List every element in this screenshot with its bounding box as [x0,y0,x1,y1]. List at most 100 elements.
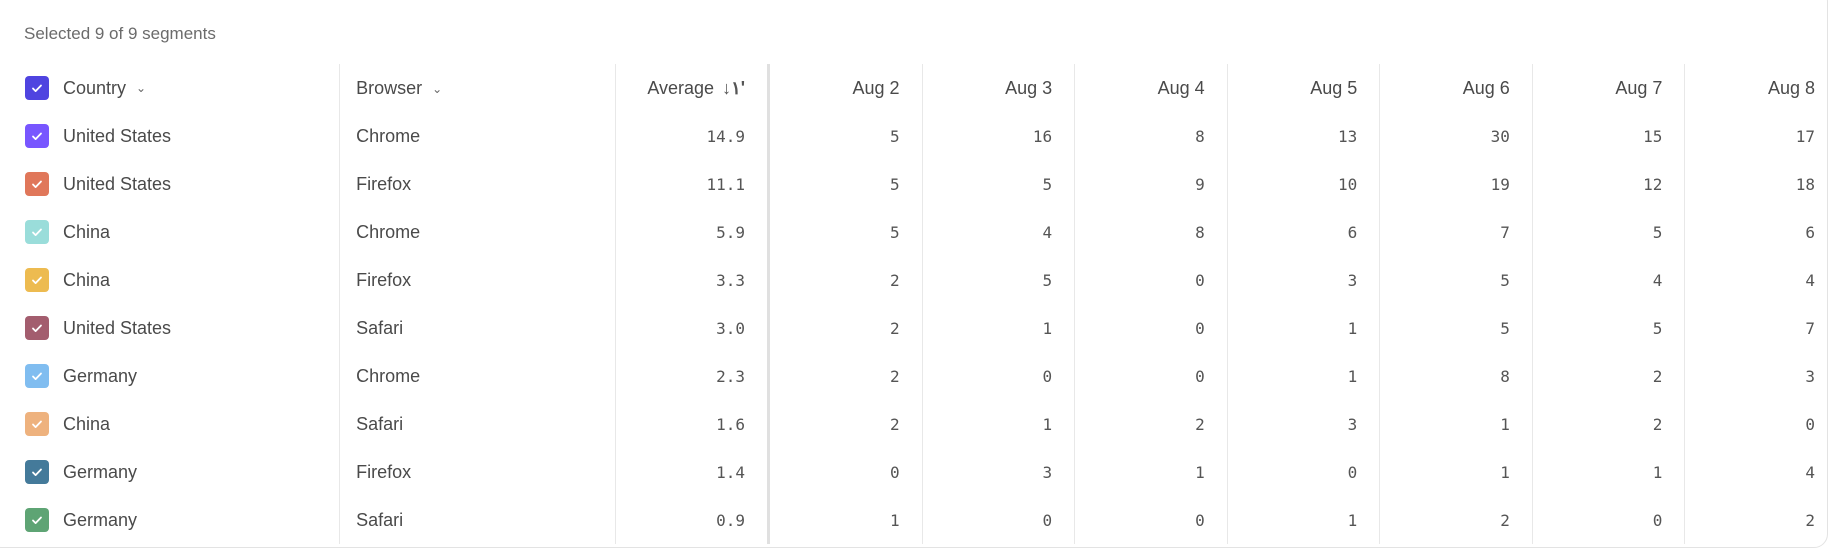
segment-checkbox[interactable] [25,508,49,532]
date-value-cell: 0 [1226,448,1380,496]
average-cell: 3.0 [615,304,771,352]
column-header-date[interactable]: Aug 8 [1684,64,1837,112]
date-header-label: Aug 3 [1005,77,1053,98]
date-value-cell: 4 [1684,448,1837,496]
check-icon [32,132,42,140]
country-cell: Germany [0,496,340,544]
date-value-cell: 5 [768,160,923,208]
date-value: 1 [1500,414,1510,434]
column-header-date[interactable]: Aug 5 [1226,64,1380,112]
date-value: 5 [889,174,900,194]
browser-label: Safari [356,317,404,338]
chevron-down-icon[interactable]: ⌄ [432,81,443,96]
date-value-cell: 3 [1684,352,1837,400]
segment-checkbox[interactable] [25,412,49,436]
country-label: China [63,413,111,434]
date-value-cell: 1 [921,400,1075,448]
date-value-cell: 7 [1684,304,1837,352]
date-value: 9 [1195,174,1205,194]
segment-checkbox[interactable] [25,220,49,244]
column-header-country[interactable]: Country ⌄ [0,64,340,112]
average-cell: 1.6 [615,400,771,448]
browser-label: Chrome [356,365,421,386]
column-header-average[interactable]: Average ↓١' [615,64,771,112]
average-value: 3.0 [716,318,746,338]
date-value-cell: 15 [1531,112,1685,160]
date-value: 5 [1042,174,1053,194]
column-header-date[interactable]: Aug 6 [1379,64,1533,112]
check-icon [32,468,42,476]
segment-checkbox[interactable] [25,364,49,388]
column-header-date[interactable]: Aug 7 [1531,64,1685,112]
column-header-date[interactable]: Aug 4 [1074,64,1228,112]
date-value-cell: 6 [1684,208,1837,256]
date-value-cell: 1 [1379,400,1533,448]
browser-label: Chrome [356,125,421,146]
browser-cell: Safari [339,496,616,544]
check-icon [32,276,42,284]
browser-header-label: Browser [356,77,423,98]
date-value: 5 [889,222,900,242]
segment-checkbox[interactable] [25,172,49,196]
date-value: 0 [889,462,900,482]
country-label: China [63,269,111,290]
table-row: Germany Chrome 2.3 2 0 0 1 8 2 3 [0,352,1837,400]
date-value: 7 [1805,318,1815,338]
average-value: 1.4 [716,462,746,482]
date-value-cell: 8 [1074,208,1228,256]
date-value-cell: 0 [921,352,1075,400]
date-value-cell: 5 [1531,208,1685,256]
date-value-cell: 2 [768,400,923,448]
date-value: 4 [1652,270,1663,290]
sort-descending-icon[interactable]: ↓١' [722,77,746,98]
date-value-cell: 1 [1226,304,1380,352]
column-header-date[interactable]: Aug 3 [921,64,1075,112]
check-icon [32,324,42,332]
date-value-cell: 0 [1531,496,1685,544]
date-value-cell: 3 [1226,256,1380,304]
date-value-cell: 0 [1074,304,1228,352]
table-row: China Safari 1.6 2 1 2 3 1 2 0 [0,400,1837,448]
date-value-cell: 1 [921,304,1075,352]
browser-cell: Chrome [339,208,616,256]
check-icon [32,84,42,92]
country-label: Germany [63,365,138,386]
country-cell: Germany [0,448,340,496]
date-header-label: Aug 2 [852,77,900,98]
date-value-cell: 30 [1379,112,1533,160]
date-value: 1 [1347,366,1358,386]
segment-checkbox[interactable] [25,316,49,340]
browser-cell: Chrome [339,112,616,160]
select-all-checkbox[interactable] [25,76,49,100]
date-value-cell: 18 [1684,160,1837,208]
date-value-cell: 5 [1531,304,1685,352]
date-value: 7 [1500,222,1510,242]
date-value: 4 [1805,270,1815,290]
date-value-cell: 2 [1379,496,1533,544]
date-value: 0 [1195,366,1205,386]
segment-checkbox[interactable] [25,460,49,484]
column-header-browser[interactable]: Browser ⌄ [339,64,616,112]
date-value-cell: 0 [921,496,1075,544]
check-icon [32,228,42,236]
country-cell: United States [0,304,340,352]
segment-checkbox[interactable] [25,124,49,148]
date-value: 5 [1652,318,1663,338]
date-value: 17 [1795,126,1815,146]
date-value-cell: 5 [768,112,923,160]
date-value: 0 [1195,270,1205,290]
segment-checkbox[interactable] [25,268,49,292]
browser-label: Safari [356,509,404,530]
date-value: 2 [1500,510,1510,530]
chevron-down-icon[interactable]: ⌄ [136,81,147,95]
column-header-date[interactable]: Aug 2 [768,64,923,112]
table-row: United States Chrome 14.9 5 16 8 13 30 15 17 [0,112,1837,160]
date-value-cell: 0 [768,448,923,496]
check-icon [32,180,42,188]
date-header-label: Aug 8 [1767,77,1815,98]
date-value-cell: 12 [1531,160,1685,208]
date-value: 5 [889,126,900,146]
date-value-cell: 1 [768,496,923,544]
date-value-cell: 5 [1379,304,1533,352]
date-value: 4 [1042,222,1053,242]
